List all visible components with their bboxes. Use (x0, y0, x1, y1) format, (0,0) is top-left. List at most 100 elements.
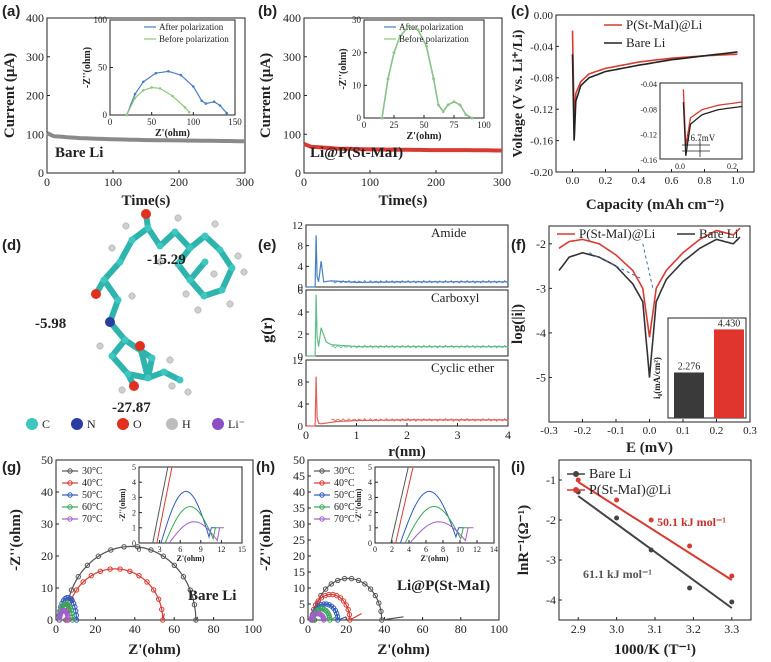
eis-inset-y-ticklabel: 2 (132, 508, 136, 517)
panel-b-y-ticklabel: 0 (295, 166, 301, 180)
panel-y-ticklabel: 35 (293, 501, 305, 515)
panel-e-x-ticklabel: 3 (455, 428, 461, 442)
panel-x-ticklabel: 0 (305, 622, 311, 636)
legend-marker (319, 504, 325, 510)
panel-f-x-ticklabel: 0.0 (643, 425, 657, 437)
atom-legend-item: N (71, 417, 96, 431)
legend-label: Bare Li (589, 467, 631, 482)
panel-i-point (614, 515, 620, 521)
eis-series-0 (65, 545, 199, 623)
panel-e-y0-ticklabel: 4 (298, 261, 304, 273)
panel-e-x-ticklabel: 0 (303, 428, 309, 442)
eis-inset-frame (374, 466, 495, 544)
legend-label: Bare Li (626, 35, 666, 50)
eis-point (70, 600, 77, 607)
eis-inset-y-ticklabel: 1 (132, 524, 136, 533)
panel-b-y-ticklabel: 200 (283, 89, 301, 103)
molecule-atom (121, 336, 129, 344)
molecule-atom (201, 232, 209, 240)
panel-c-inset-annotation: 16.7mV (686, 133, 716, 143)
molecule-bond (217, 247, 235, 271)
panel-i-y-ticklabel: -4 (546, 593, 556, 607)
panel-e-y1-ticklabel: 0 (298, 351, 304, 363)
eis-inset-y-ticklabel: 0 (132, 539, 136, 548)
panel-a-inset-point (125, 113, 128, 117)
eis-inset-series-1 (395, 466, 414, 544)
panel-b-inset-y-ticklabel: 10 (352, 80, 362, 90)
panel-c-y-ticklabel: -0.16 (530, 135, 553, 147)
atom-legend-swatch (117, 418, 129, 430)
panel-i-point (687, 543, 693, 549)
panel-f-inset-bar (674, 372, 704, 418)
panel-c-inset-frame (659, 82, 743, 160)
eis-point (378, 608, 384, 615)
panel-x-ticklabel: 80 (455, 622, 467, 636)
panel-x-ticklabel: 20 (89, 622, 101, 636)
y-axis-label: g(r) (259, 317, 276, 343)
panel-x-ticklabel: 20 (340, 622, 352, 636)
molecule-atom (129, 381, 139, 391)
eis-inset-series-4 (409, 521, 474, 544)
panel-b-inset-y-ticklabel: 20 (352, 48, 362, 58)
atom-legend-item: O (117, 417, 142, 431)
panel-i-fit-line (577, 495, 733, 609)
panel-f-series-1 (558, 236, 741, 378)
panel-frame (55, 459, 254, 621)
panel-label: (d) (2, 237, 21, 254)
molecule-atom (114, 296, 122, 304)
atom-legend-label: O (133, 417, 142, 431)
panel-i-point (687, 585, 693, 591)
panel-f-inset-frame (667, 317, 747, 419)
panel-c-y-ticklabel: -0.20 (530, 167, 553, 179)
molecule-h-atom (118, 386, 126, 394)
y-axis-label: -Z''(ohm) (118, 488, 127, 521)
eis-inset-series-3 (404, 505, 469, 544)
panel-e-series-label: Cyclic ether (431, 360, 495, 375)
panel-f-tafel-guide (642, 243, 654, 289)
panel-a-x-ticklabel: 300 (236, 175, 254, 189)
panel-b-current-line (303, 142, 502, 153)
molecule-atom (218, 286, 226, 294)
eis-point (321, 601, 327, 607)
panel-i-point (614, 497, 620, 503)
eis-inset-y-ticklabel: 5 (132, 463, 136, 472)
molecule-bond (101, 277, 121, 303)
panel-c-x-ticklabel: 1.0 (731, 175, 745, 187)
eis-point (88, 572, 94, 579)
panel-y-ticklabel: 45 (293, 469, 305, 483)
panel-i-x-ticklabel: 3.0 (609, 622, 624, 636)
panel-a-y-ticklabel: 100 (26, 127, 44, 141)
legend-marker (319, 480, 325, 486)
eis-point (332, 607, 339, 614)
panel-i-annotation: 61.1 kJ mol⁻¹ (583, 567, 652, 581)
eis-point (347, 617, 353, 623)
panel-y-ticklabel: 40 (293, 485, 305, 499)
molecule-atom (174, 260, 182, 268)
eis-point (312, 602, 319, 608)
panel-c-inset-ytick: -0.08 (640, 105, 657, 114)
panel-a-inset-point (192, 85, 195, 88)
x-axis-label: Time(s) (379, 193, 428, 209)
molecule-bond (137, 343, 151, 381)
molecule-atom (160, 368, 168, 376)
y-axis-label: i₀(mA/cm²) (652, 357, 662, 399)
panel-b-inset-point (470, 116, 474, 120)
eis-inset-y-ticklabel: 0 (368, 539, 372, 548)
panel-c-inset-series-1 (682, 101, 743, 156)
panel-i-point (648, 547, 654, 553)
panel-x-ticklabel: 40 (129, 622, 141, 636)
legend-marker (67, 504, 73, 510)
panel-f-series-0 (558, 227, 741, 338)
panel-label: (b) (258, 3, 277, 20)
panel-i-x-ticklabel: 3.2 (686, 622, 701, 636)
panel-c-x-ticklabel: 0.8 (698, 175, 712, 187)
molecule-h-atom (184, 388, 192, 396)
eis-point (322, 607, 329, 614)
panel-a-inset-y-ticklabel: 50 (98, 63, 108, 73)
molecule-h-atom (108, 244, 116, 252)
eis-inset-frame (138, 466, 243, 544)
eis-inset-x-ticklabel: 12 (473, 545, 481, 554)
eis-point (317, 606, 324, 612)
eis-inset-x-ticklabel: 9 (199, 545, 203, 554)
panel-c-frame (555, 14, 755, 173)
